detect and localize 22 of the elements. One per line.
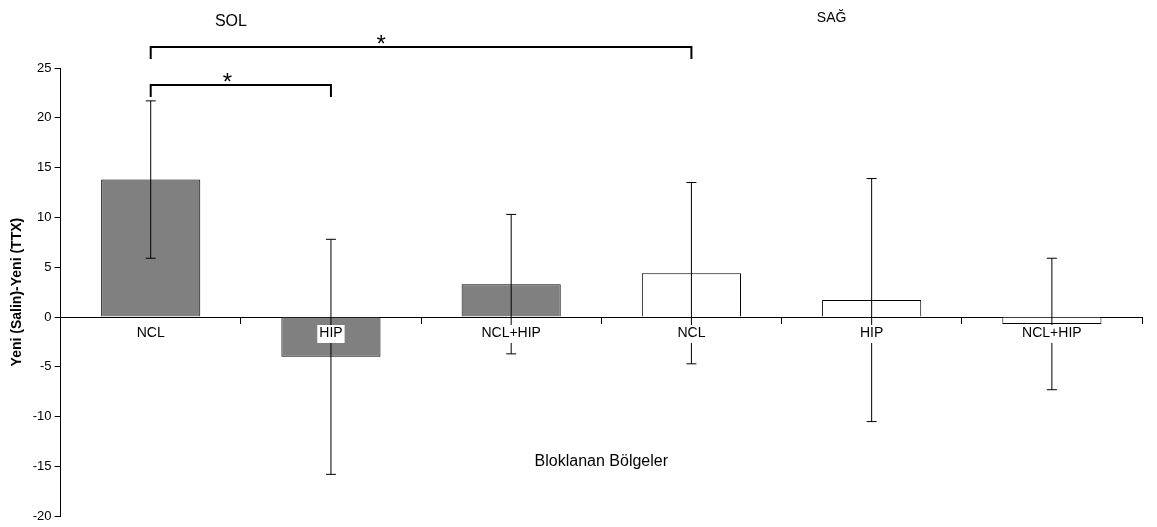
y-axis-title: Yeni (Salin)-Yeni (TTX) bbox=[8, 217, 25, 367]
y-tick-label: 25 bbox=[37, 59, 52, 75]
y-tick-label: 0 bbox=[44, 308, 52, 324]
x-tick-label: NCL bbox=[677, 323, 706, 340]
text: * bbox=[376, 29, 386, 57]
y-tick-label: 20 bbox=[37, 109, 52, 125]
x-tick-label: HIP bbox=[859, 323, 884, 340]
x-axis-title: Bloklanan Bölgeler bbox=[534, 451, 669, 469]
y-tick-label: -20 bbox=[32, 507, 52, 523]
y-tick-label: -10 bbox=[32, 408, 52, 424]
y-tick-label: -15 bbox=[32, 457, 52, 473]
text: SAĞ bbox=[816, 8, 847, 25]
x-tick-label: NCL+HIP bbox=[1022, 323, 1082, 340]
x-tick-label: NCL bbox=[136, 323, 165, 340]
y-tick-label: 5 bbox=[44, 258, 52, 274]
y-tick-label: 10 bbox=[37, 208, 52, 224]
text: SOL bbox=[214, 12, 248, 30]
annotation: * bbox=[222, 67, 233, 95]
x-tick-label: NCL+HIP bbox=[481, 323, 541, 340]
y-tick-label: -5 bbox=[40, 358, 52, 374]
y-tick-label: 15 bbox=[37, 159, 52, 175]
x-tick-label: HIP bbox=[319, 323, 343, 340]
